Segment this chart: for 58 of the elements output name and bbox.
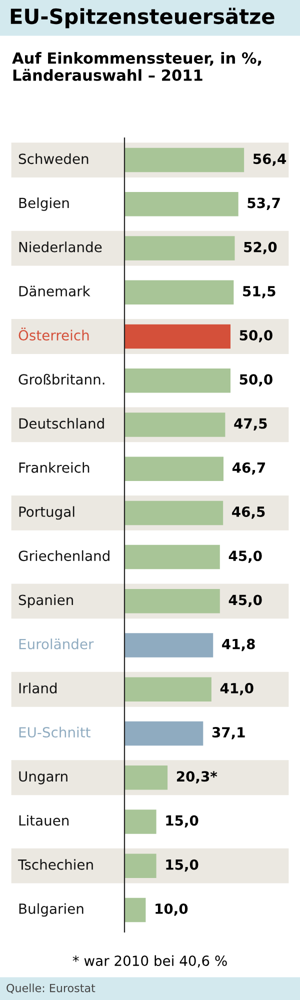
- y-tick-label: Deutschland: [19, 418, 104, 429]
- data-label: 45,0: [228, 594, 262, 607]
- chart-subtitle: Auf Einkommenssteuer, in %, Länderauswahl – 2011: [12, 52, 262, 81]
- bar: [124, 810, 156, 834]
- bar: [124, 854, 156, 878]
- bar: [124, 544, 220, 570]
- data-label: 41,0: [220, 682, 254, 696]
- y-tick-label: Großbritann.: [18, 374, 104, 385]
- bar: [124, 721, 204, 746]
- y-tick-label: EU-Schnitt: [19, 726, 90, 738]
- bar: [124, 633, 214, 658]
- y-tick-label: Litauen: [19, 815, 69, 826]
- y-tick-label: Frankreich: [19, 462, 90, 473]
- bar: [124, 456, 224, 481]
- bar: [124, 589, 220, 614]
- y-tick-label: Tschechien: [18, 859, 93, 870]
- y-tick-label: Belgien: [19, 197, 69, 211]
- data-label: 10,0: [156, 903, 188, 916]
- chart-title: EU-Spitzensteuersätze: [10, 8, 274, 28]
- y-tick-label: Dänemark: [19, 286, 90, 296]
- y-tick-label: Portugal: [19, 506, 74, 520]
- bar: [124, 324, 230, 349]
- y-tick-label: Euroländer: [19, 638, 94, 650]
- data-label: 46,7: [232, 462, 265, 475]
- data-label: 47,5: [234, 418, 267, 431]
- y-tick-label: Griechenland: [18, 550, 110, 562]
- bar: [124, 236, 235, 260]
- data-label: 37,1: [212, 727, 245, 740]
- data-label: 52,0: [244, 242, 277, 254]
- data-label: 45,0: [228, 550, 262, 563]
- y-tick-label: Ungarn: [19, 771, 68, 784]
- data-label: 41,8: [222, 638, 255, 652]
- bar: [124, 192, 238, 216]
- data-label: 46,5: [232, 506, 265, 519]
- data-label: 51,5: [243, 286, 276, 298]
- y-tick-label: Spanien: [18, 594, 73, 608]
- data-label: 56,4: [253, 154, 286, 166]
- bar: [124, 898, 146, 922]
- bar: [124, 412, 226, 437]
- y-tick-label: Österreich: [18, 328, 89, 341]
- y-tick-label: Bulgarien: [19, 903, 84, 917]
- data-label: 15,0: [166, 859, 198, 872]
- bar: [124, 677, 212, 702]
- bar: [124, 280, 234, 305]
- bar: [124, 765, 168, 790]
- source-note: Quelle: Eurostat: [6, 984, 96, 994]
- y-tick-label: Niederlande: [19, 242, 102, 252]
- bar: [124, 500, 224, 526]
- bar: [124, 148, 244, 172]
- data-label: 50,0: [240, 330, 272, 342]
- data-label: 50,0: [240, 374, 272, 386]
- bar: [124, 368, 230, 393]
- y-tick-label: Schweden: [18, 153, 88, 164]
- text: * war 2010 bei 40,6 %: [72, 955, 227, 968]
- data-label: 20,3*: [176, 771, 218, 784]
- y-tick-label: Irland: [19, 682, 57, 694]
- data-label: 53,7: [248, 198, 280, 210]
- data-label: 15,0: [166, 815, 198, 828]
